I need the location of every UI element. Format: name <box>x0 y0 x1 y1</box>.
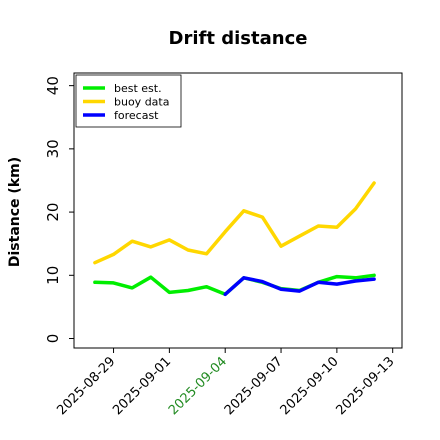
y-tick-label: 10 <box>44 266 62 285</box>
series-line-buoy-data <box>93 181 376 265</box>
x-tick-label: 2025-09-07 <box>222 354 286 418</box>
x-tick-label: 2025-09-04 <box>166 354 230 418</box>
x-tick-label: 2025-09-13 <box>333 354 397 418</box>
y-axis-label: Distance (km) <box>7 157 23 267</box>
legend-label-buoy-data: buoy data <box>114 96 169 109</box>
x-axis-ticks: 2025-08-292025-09-012025-09-042025-09-07… <box>54 348 398 418</box>
y-tick-label: 0 <box>44 334 62 344</box>
legend-label-forecast: forecast <box>114 109 159 122</box>
y-tick-label: 30 <box>44 139 62 158</box>
x-tick-label: 2025-09-10 <box>278 354 342 418</box>
x-tick-label: 2025-09-01 <box>110 354 174 418</box>
legend-label-best-est-: best est. <box>114 82 162 95</box>
plot-area-frame <box>73 72 403 349</box>
y-tick-label: 40 <box>44 76 62 95</box>
x-tick-label: 2025-08-29 <box>54 354 118 418</box>
series-layer <box>93 181 376 297</box>
chart-title: Drift distance <box>169 28 308 49</box>
series-line-forecast <box>223 276 376 297</box>
y-tick-label: 20 <box>44 203 62 222</box>
y-axis-ticks: 0 10 20 30 40 <box>44 76 74 343</box>
